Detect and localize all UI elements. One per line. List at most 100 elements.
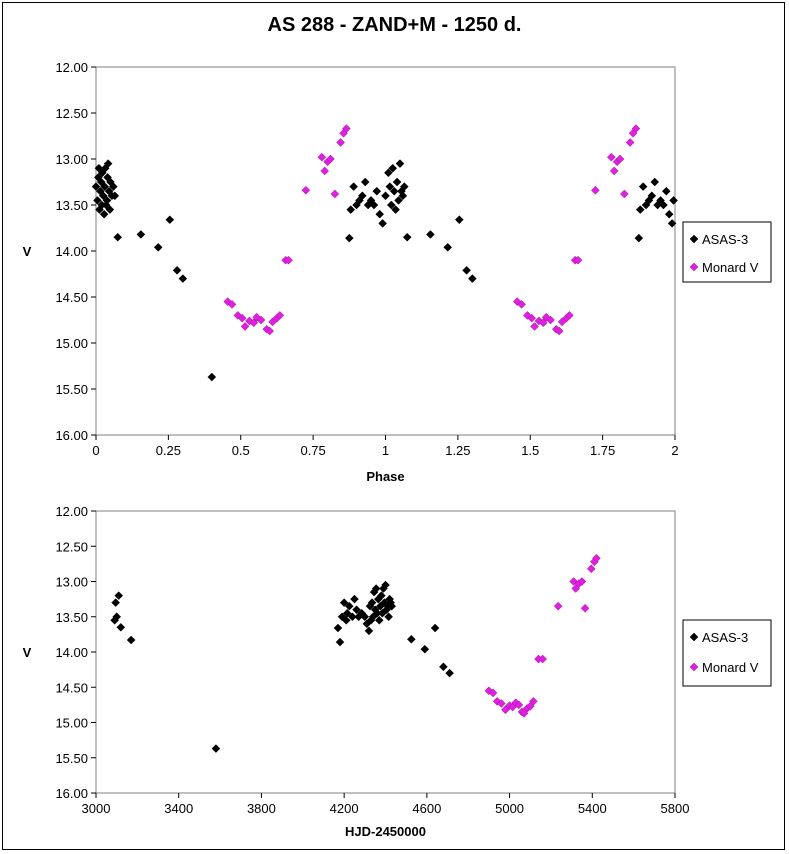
plot-area [95, 66, 676, 436]
data-point [109, 182, 118, 191]
data-point [564, 311, 574, 320]
data-point [102, 196, 112, 205]
data-point [638, 182, 648, 191]
data-point [635, 205, 645, 214]
data-point [112, 612, 122, 622]
data-point [553, 601, 563, 611]
data-point [385, 182, 395, 191]
y-tick-label: 16.00 [55, 786, 88, 801]
x-tick-label: 5000 [495, 801, 524, 816]
data-point [113, 232, 123, 242]
data-point [367, 598, 377, 608]
y-axis-label: V [23, 645, 32, 660]
data-point [357, 191, 367, 201]
y-axis-label: V [23, 244, 32, 259]
data-point [454, 215, 464, 225]
data-point [615, 154, 625, 164]
data-point [317, 152, 327, 162]
data-point [384, 612, 393, 622]
legend-label: ASAS-3 [702, 232, 748, 247]
data-point [100, 182, 110, 191]
data-point [320, 166, 330, 176]
x-tick-label: 0 [92, 443, 99, 458]
y-tick-label: 15.50 [55, 382, 88, 397]
legend-box [682, 619, 772, 687]
data-point [98, 191, 108, 201]
data-point [116, 622, 126, 632]
data-point [406, 634, 416, 644]
data-point [136, 230, 146, 239]
x-tick-label: 3800 [247, 801, 276, 816]
data-point [488, 688, 498, 698]
y-tick-label: 12.00 [55, 504, 88, 519]
data-point [606, 152, 616, 162]
data-point [301, 185, 311, 195]
data-point [346, 205, 356, 214]
data-point [387, 601, 397, 611]
x-tick-label: 2 [671, 443, 678, 458]
legend-label: Monard V [702, 660, 759, 675]
x-tick-label: 5400 [578, 801, 607, 816]
data-point [527, 313, 537, 323]
x-tick-label: 0.5 [232, 443, 250, 458]
y-tick-label: 15.00 [55, 336, 88, 351]
y-tick-label: 14.50 [55, 680, 88, 695]
x-axis-label: HJD-2450000 [345, 824, 426, 839]
data-point [592, 553, 601, 563]
data-point [514, 700, 524, 710]
data-point [371, 584, 381, 593]
data-point [386, 200, 396, 210]
data-point [284, 255, 293, 265]
data-point [554, 326, 564, 336]
data-point [399, 182, 409, 191]
legend-box [682, 221, 772, 283]
x-tick-label: 3000 [82, 801, 111, 816]
data-point [378, 219, 387, 228]
data-point [111, 598, 120, 608]
data-point [374, 615, 384, 625]
data-point [342, 608, 352, 618]
data-point [484, 686, 494, 696]
data-point [631, 124, 641, 133]
data-point [659, 200, 668, 210]
x-tick-label: 0.25 [156, 443, 181, 458]
data-point [634, 233, 644, 243]
data-point [91, 182, 101, 191]
data-point [114, 591, 124, 600]
data-point [388, 163, 398, 173]
y-tick-label: 12.50 [55, 539, 88, 554]
legend-label: ASAS-3 [702, 630, 748, 645]
data-point [207, 372, 217, 382]
data-point [372, 186, 382, 196]
data-point [377, 591, 386, 600]
data-point [172, 265, 182, 275]
data-point [538, 318, 548, 328]
data-point [126, 635, 136, 645]
data-point [223, 297, 233, 306]
data-point [664, 209, 674, 219]
data-point [517, 300, 526, 309]
data-point [237, 313, 247, 323]
x-axis-label: Phase [366, 469, 404, 484]
series-monard-v [484, 553, 601, 718]
legend-marker [689, 632, 699, 642]
plot-area [95, 510, 676, 794]
data-point [211, 744, 221, 753]
data-point [462, 265, 471, 275]
data-point [394, 196, 403, 205]
data-point [501, 705, 510, 715]
data-point [93, 196, 102, 205]
data-point [389, 186, 399, 196]
legend: ASAS-3 Monard V [682, 221, 772, 283]
data-point [165, 215, 175, 225]
series-asas-3 [110, 580, 454, 753]
data-point [352, 605, 361, 615]
y-tick-label: 12.50 [55, 106, 88, 121]
data-point [609, 166, 619, 176]
data-point [341, 615, 351, 625]
data-point [391, 205, 400, 214]
data-point [420, 644, 430, 654]
chart-title: AS 288 - ZAND+M - 1250 d. [267, 14, 522, 36]
data-point [650, 177, 660, 187]
